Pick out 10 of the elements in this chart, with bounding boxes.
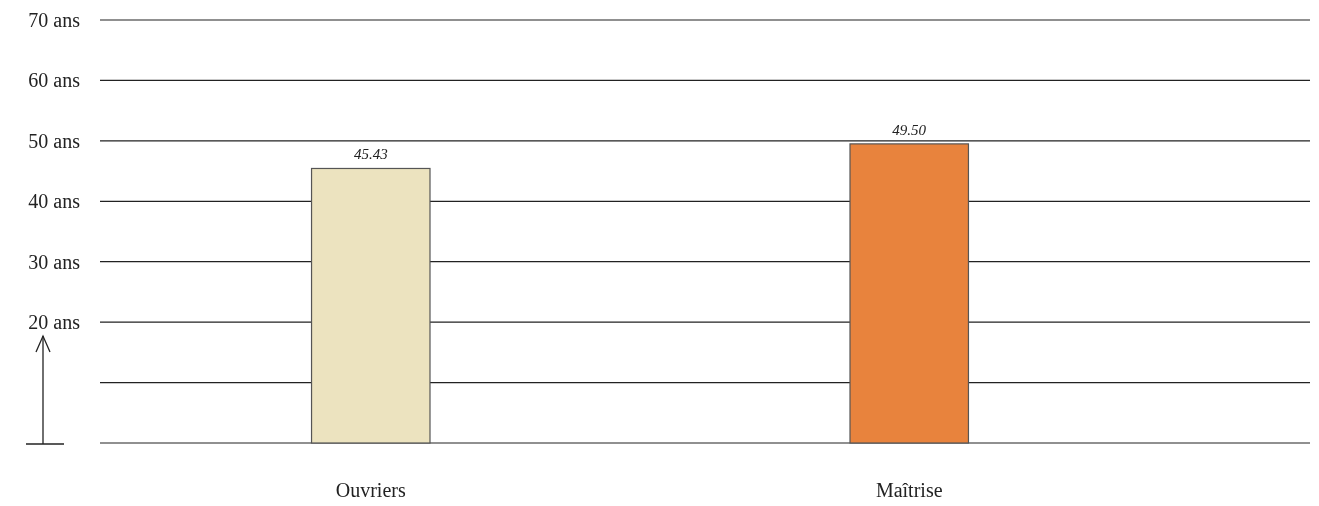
y-tick-label: 50 ans — [28, 129, 81, 152]
x-tick-label: Maîtrise — [875, 479, 943, 501]
data-label: 45.43 — [353, 146, 388, 163]
y-tick-label: 30 ans — [28, 250, 81, 273]
data-label: 49.50 — [892, 121, 927, 138]
y-tick-label: 60 ans — [28, 69, 81, 92]
y-tick-label: 70 ans — [28, 9, 81, 31]
x-tick-label: Ouvriers — [335, 479, 406, 501]
y-tick-label: 20 ans — [28, 311, 81, 334]
y-tick-label: 40 ans — [28, 190, 81, 213]
